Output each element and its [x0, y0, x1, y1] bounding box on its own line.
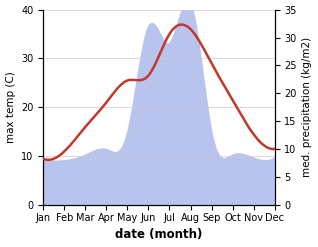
X-axis label: date (month): date (month) — [115, 228, 203, 242]
Y-axis label: max temp (C): max temp (C) — [5, 72, 16, 143]
Y-axis label: med. precipitation (kg/m2): med. precipitation (kg/m2) — [302, 37, 313, 177]
